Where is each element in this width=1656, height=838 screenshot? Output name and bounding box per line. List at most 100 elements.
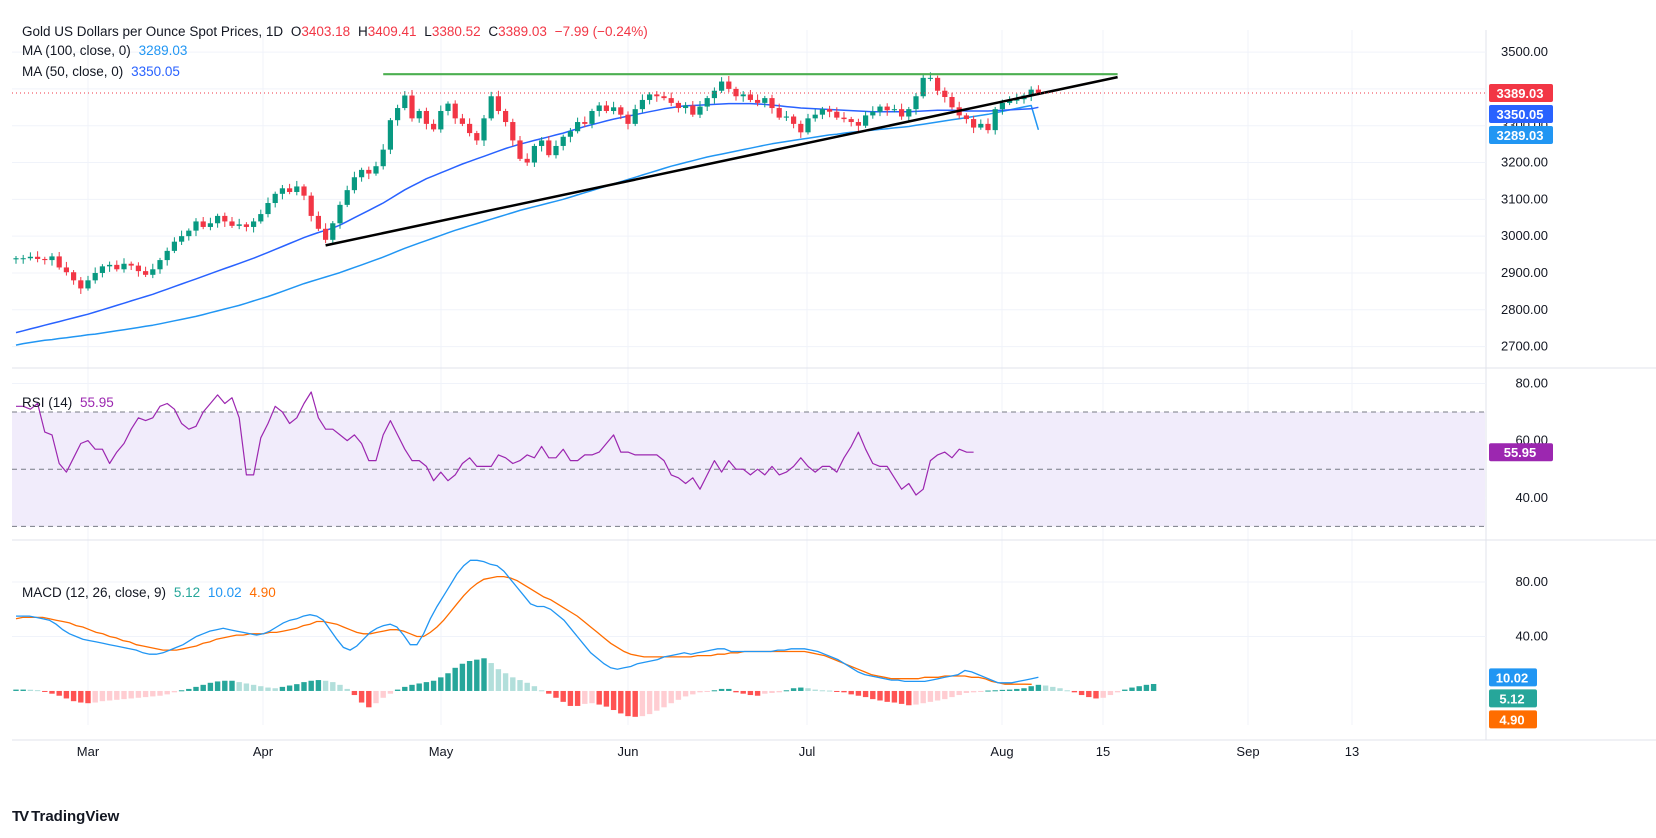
price-axis-label-bg [1489, 104, 1553, 123]
macd-histogram-bar [430, 680, 437, 691]
macd-histogram-bar [330, 682, 336, 691]
macd-histogram-bar [963, 690, 970, 694]
x-tick-label: Apr [253, 744, 274, 759]
price-y-tick-label: 3200.00 [1501, 155, 1548, 170]
macd-axis-label-bg [1489, 689, 1537, 708]
macd-histogram-bar [272, 688, 278, 691]
macd-histogram-bar [870, 690, 876, 700]
macd-histogram-bar [128, 690, 134, 699]
macd-histogram-bar [970, 690, 977, 693]
macd-histogram-bar [279, 686, 286, 691]
axis-layer: Mar Apr May Jun Jul Aug 15 Sep 13 2700.00 2800.00 2… [77, 44, 1553, 759]
macd-histogram-bar [1035, 684, 1042, 691]
candle-body [143, 271, 149, 275]
candle-body [1007, 100, 1013, 103]
macd-histogram-bar [574, 690, 581, 706]
x-tick-label: May [429, 744, 454, 759]
price-y-tick-label: 2800.00 [1501, 302, 1548, 317]
rsi-legend[interactable]: RSI (14) 55.95 [22, 395, 118, 410]
macd-histogram-bar [942, 690, 948, 700]
candle-body [747, 94, 753, 100]
macd-histogram-bar [258, 686, 264, 691]
macd-axis-label: 4.90 [1499, 712, 1524, 727]
candle-body [992, 109, 998, 131]
candle-body [315, 215, 321, 229]
candle-body [553, 145, 559, 156]
close-label: C [488, 24, 499, 39]
macd-histogram-bar [848, 690, 854, 695]
candle-body [423, 110, 429, 124]
candle-body [373, 166, 379, 174]
rsi-pane [12, 391, 1486, 527]
candle-body [985, 123, 991, 131]
candle-body [121, 263, 127, 270]
macd-histogram-bar [1093, 690, 1099, 699]
candle-body [99, 266, 105, 273]
candle-body [906, 109, 912, 117]
candle-body [603, 105, 609, 111]
ma50-label: MA (50, close, 0) [22, 64, 124, 79]
macd-histogram-bar [661, 690, 667, 708]
candle-body [783, 116, 789, 118]
macd-histogram-bar [920, 690, 926, 704]
low-label: L [424, 24, 432, 39]
macd-histogram-bar [157, 690, 163, 696]
candle-body [265, 203, 271, 215]
open-label: O [290, 24, 302, 39]
candle-body [575, 122, 581, 132]
macd-histogram-bar [510, 677, 516, 691]
macd-histogram-bar [754, 690, 761, 696]
candle-body [85, 280, 91, 289]
macd-histogram-bar [1100, 690, 1106, 698]
ma50-legend[interactable]: MA (50, close, 0) 3350.05 [22, 64, 184, 79]
candle-body [762, 98, 768, 103]
price-axis-label: 3389.03 [1497, 86, 1544, 101]
macd-legend[interactable]: MACD (12, 26, close, 9) 5.12 10.02 4.90 [22, 585, 280, 600]
candle-body [625, 114, 631, 124]
tradingview-logo[interactable]: TV TradingView [12, 808, 119, 825]
ma100-legend[interactable]: MA (100, close, 0) 3289.03 [22, 43, 191, 58]
macd-histogram-bar [207, 682, 214, 691]
macd-histogram-bar [337, 684, 343, 691]
macd-pane [13, 559, 1157, 717]
macd-histogram-bar [1086, 690, 1092, 698]
candle-body [49, 256, 55, 261]
candle-body [78, 280, 84, 289]
rsi-axis-label-bg [1489, 443, 1553, 462]
candle-body [229, 221, 235, 226]
macd-histogram-bar [697, 690, 703, 693]
macd-histogram-bar [517, 680, 523, 691]
candle-body [531, 145, 537, 163]
macd-histogram-bar [294, 684, 300, 691]
candle-body [884, 106, 890, 111]
rsi-value: 55.95 [80, 395, 114, 410]
candle-body [776, 108, 782, 118]
x-tick-label: Aug [990, 744, 1013, 759]
macd-histogram-bar [1064, 690, 1070, 692]
macd-histogram-bar [531, 686, 538, 691]
macd-histogram-bar [387, 690, 394, 694]
macd-line [16, 559, 1039, 684]
candle-body [841, 117, 847, 120]
macd-histogram-bar [106, 690, 113, 701]
candle-body [387, 120, 393, 150]
macd-hist-value: 5.12 [173, 585, 201, 600]
macd-histogram-bar [682, 690, 689, 697]
macd-histogram-bar [1057, 688, 1063, 691]
candle-body [337, 204, 343, 224]
candle-body [927, 77, 933, 79]
macd-histogram-bar [301, 682, 307, 691]
macd-histogram-bar [114, 690, 120, 700]
macd-histogram-bar [495, 669, 502, 691]
macd-histogram-bar [49, 690, 55, 694]
macd-histogram-bar [762, 690, 768, 694]
macd-histogram-bar [1136, 686, 1142, 691]
ascending-trendline [325, 75, 1118, 247]
macd-histogram-bar [625, 690, 631, 717]
macd-histogram-bar [286, 685, 293, 691]
candle-body [445, 103, 451, 111]
candle-body [200, 221, 206, 227]
candle-body [1014, 99, 1020, 101]
candle-body [1028, 89, 1034, 96]
